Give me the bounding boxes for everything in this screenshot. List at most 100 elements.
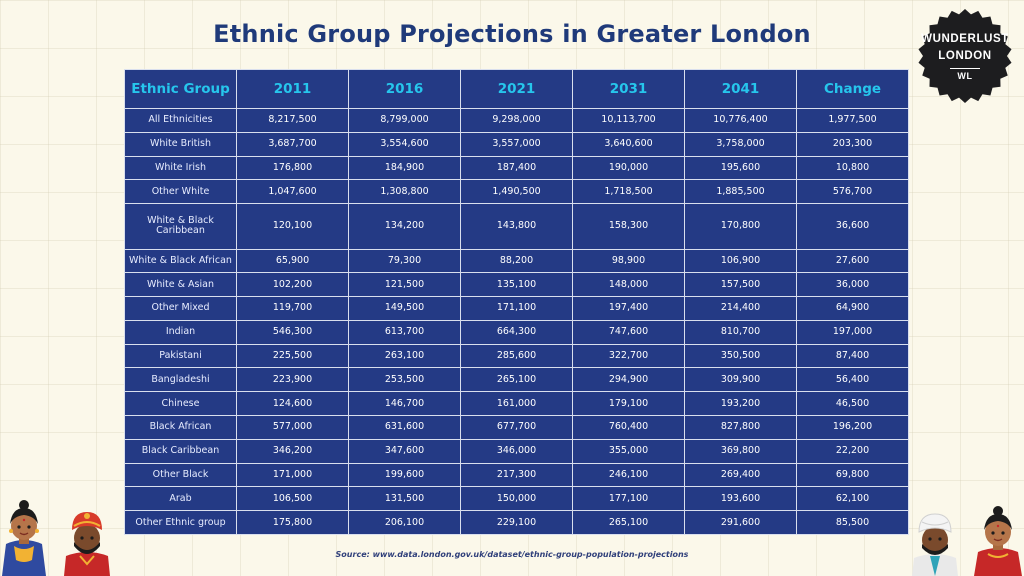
cell-change: 85,500 [796,510,909,535]
cell-y2031: 190,000 [572,155,685,181]
cell-y2016: 206,100 [348,510,461,535]
cell-group: Chinese [124,391,237,416]
cell-y2011: 120,100 [236,203,349,250]
cell-y2031: 246,100 [572,462,685,488]
cell-group: All Ethnicities [124,108,237,133]
cell-y2031: 148,000 [572,272,685,298]
cell-y2021: 229,100 [460,510,573,535]
cell-y2011: 106,500 [236,486,349,512]
cell-y2041: 269,400 [684,462,797,488]
cell-y2041: 214,400 [684,296,797,321]
cell-y2016: 263,100 [348,343,461,369]
cell-y2021: 150,000 [460,486,573,512]
cell-y2016: 253,500 [348,367,461,393]
cell-group: Black Caribbean [124,438,237,464]
cell-group: Other White [124,179,237,205]
cell-y2021: 1,490,500 [460,179,573,205]
header-2011: 2011 [236,69,349,109]
table-row: Black African 577,000 631,600 677,700 760,40… [124,415,909,440]
cell-y2021: 161,000 [460,391,573,416]
cell-y2031: 197,400 [572,296,685,321]
cell-y2041: 193,200 [684,391,797,416]
cell-change: 64,900 [796,296,909,321]
cell-y2011: 65,900 [236,248,349,274]
cell-group: Other Black [124,462,237,488]
cell-y2041: 291,600 [684,510,797,535]
cell-group: White British [124,131,237,157]
cell-y2031: 98,900 [572,248,685,274]
cell-y2031: 10,113,700 [572,108,685,133]
cell-change: 22,200 [796,438,909,464]
cell-y2011: 119,700 [236,296,349,321]
cell-change: 87,400 [796,343,909,369]
cell-y2041: 1,885,500 [684,179,797,205]
cell-change: 46,500 [796,391,909,416]
cell-group: Bangladeshi [124,367,237,393]
cell-change: 1,977,500 [796,108,909,133]
cell-change: 203,300 [796,131,909,157]
cell-y2021: 664,300 [460,319,573,345]
cell-y2021: 265,100 [460,367,573,393]
cell-change: 197,000 [796,319,909,345]
cell-y2011: 8,217,500 [236,108,349,133]
cell-group: White & Black Caribbean [124,203,237,250]
cell-y2041: 810,700 [684,319,797,345]
cell-y2011: 124,600 [236,391,349,416]
woman-red-dress-character-illustration [974,506,1022,576]
cell-y2031: 355,000 [572,438,685,464]
cell-y2031: 158,300 [572,203,685,250]
logo-text-line1: WUNDERLUST [921,33,1009,45]
cell-group: White & Asian [124,272,237,298]
table-row: Bangladeshi 223,900 253,500 265,100 294,900 3… [124,367,909,393]
cell-y2041: 170,800 [684,203,797,250]
wunderlust-london-logo: WUNDERLUST LONDON WL [917,8,1013,104]
cell-y2016: 3,554,600 [348,131,461,157]
cell-y2011: 176,800 [236,155,349,181]
table-row: Chinese 124,600 146,700 161,000 179,100 193,2… [124,391,909,416]
cell-y2011: 102,200 [236,272,349,298]
cell-change: 36,000 [796,272,909,298]
cell-y2031: 294,900 [572,367,685,393]
cell-group: Arab [124,486,237,512]
cell-y2016: 134,200 [348,203,461,250]
logo-badge-shape [918,9,1012,103]
cell-change: 27,600 [796,248,909,274]
cell-y2016: 146,700 [348,391,461,416]
logo-divider [950,68,980,69]
header-2041: 2041 [684,69,797,109]
table-row: Other White 1,047,600 1,308,800 1,490,500 1,… [124,179,909,205]
table-row: White & Black African 65,900 79,300 88,200 9… [124,248,909,274]
cell-change: 69,800 [796,462,909,488]
cell-y2021: 187,400 [460,155,573,181]
cell-y2021: 346,000 [460,438,573,464]
cell-group: Other Mixed [124,296,237,321]
cell-y2016: 347,600 [348,438,461,464]
projections-table: Ethnic Group 2011 2016 2021 2031 2041 Ch… [124,69,909,535]
cell-y2041: 193,600 [684,486,797,512]
cell-y2011: 577,000 [236,415,349,440]
header-change: Change [796,69,909,109]
table-row: Other Mixed 119,700 149,500 171,100 197,400 2… [124,296,909,321]
cell-y2041: 369,800 [684,438,797,464]
cell-y2031: 265,100 [572,510,685,535]
logo-text-line2: LONDON [938,50,992,62]
cell-y2016: 79,300 [348,248,461,274]
cell-y2011: 225,500 [236,343,349,369]
cell-y2021: 677,700 [460,415,573,440]
cell-y2016: 149,500 [348,296,461,321]
cell-change: 62,100 [796,486,909,512]
cell-y2016: 121,500 [348,272,461,298]
cell-change: 36,600 [796,203,909,250]
table-row: White & Black Caribbean 120,100 134,200 143… [124,203,909,250]
cell-group: Black African [124,415,237,440]
cell-y2041: 3,758,000 [684,131,797,157]
cell-y2021: 217,300 [460,462,573,488]
table-row: Other Black 171,000 199,600 217,300 246,100 2… [124,462,909,488]
cell-y2016: 131,500 [348,486,461,512]
cell-y2011: 175,800 [236,510,349,535]
cell-change: 196,200 [796,415,909,440]
cell-y2031: 322,700 [572,343,685,369]
cell-group: Pakistani [124,343,237,369]
cell-y2011: 3,687,700 [236,131,349,157]
cell-group: White Irish [124,155,237,181]
